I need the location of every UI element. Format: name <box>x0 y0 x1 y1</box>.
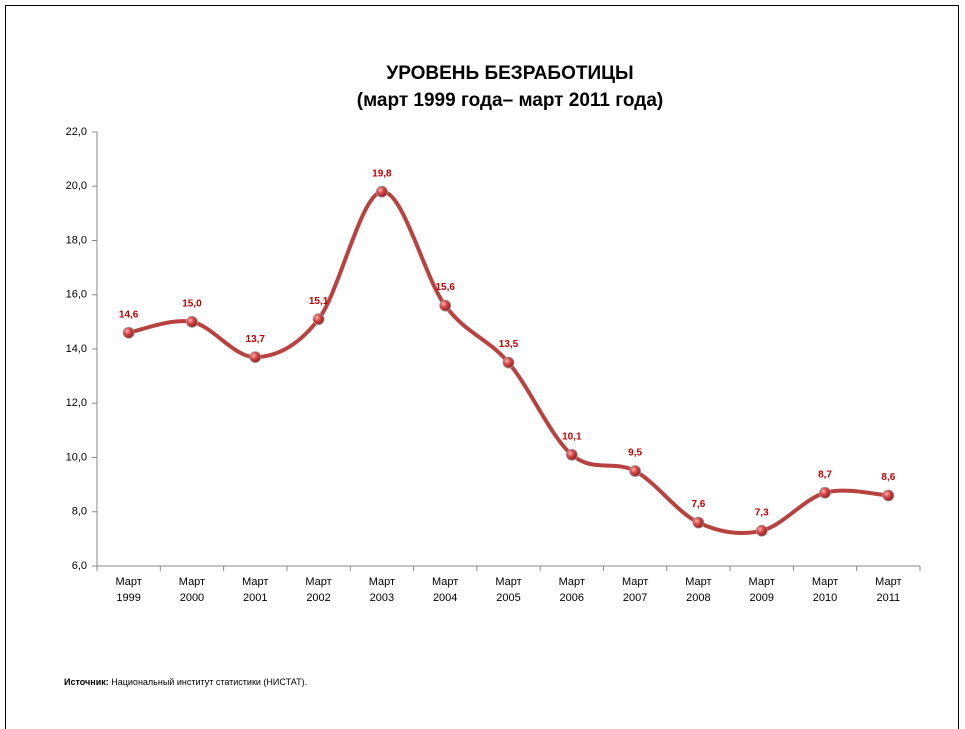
marker <box>755 524 768 537</box>
data-label: 8,6 <box>881 472 895 483</box>
data-label: 13,7 <box>246 334 266 345</box>
x-tick-label: Март 2010 <box>811 576 839 604</box>
data-label: 7,3 <box>755 507 769 518</box>
y-tick-label: 14,0 <box>66 343 87 355</box>
y-tick-label: 12,0 <box>66 397 87 409</box>
data-label: 19,8 <box>372 168 392 179</box>
data-label: 14,6 <box>119 309 139 320</box>
x-tick-label: Март 2008 <box>685 576 712 604</box>
data-label: 15,0 <box>182 299 202 310</box>
marker <box>186 315 198 328</box>
x-tick-label: Март 2003 <box>368 576 396 604</box>
x-tick-label: Март 2007 <box>621 576 649 604</box>
source: Источник: Национальный институт статисти… <box>64 677 307 687</box>
x-tick-label: Март 2005 <box>495 576 522 604</box>
marker <box>692 516 705 529</box>
data-label: 10,1 <box>562 431 582 442</box>
y-tick-label: 16,0 <box>66 289 87 301</box>
x-tick-label: Март 2004 <box>432 576 459 604</box>
marker <box>312 313 325 326</box>
y-tick-label: 8,0 <box>72 506 87 518</box>
x-tick-label: Март 2001 <box>242 576 269 604</box>
source-text: Национальный институт статистики (НИСТАТ… <box>111 677 308 687</box>
marker <box>502 356 515 369</box>
source-label: Источник: <box>64 677 109 687</box>
data-label: 15,1 <box>309 296 329 307</box>
y-tick-label: 20,0 <box>66 180 87 192</box>
data-label: 15,6 <box>435 282 455 293</box>
marker <box>439 299 452 312</box>
data-label: 7,6 <box>691 499 705 510</box>
marker <box>375 185 388 198</box>
marker <box>122 326 135 339</box>
x-tick-label: Март 2006 <box>558 576 585 604</box>
x-tick-label: Март 1999 <box>115 576 142 604</box>
chart-title: УРОВЕНЬ БЕЗРАБОТИЦЫ <box>386 63 633 84</box>
marker <box>565 448 578 461</box>
x-tick-label: Март 2009 <box>748 576 775 604</box>
y-tick-label: 6,0 <box>72 560 87 572</box>
y-tick-label: 18,0 <box>66 234 87 246</box>
marker <box>819 486 831 499</box>
chart-subtitle: (март 1999 года– март 2011 года) <box>357 90 663 111</box>
x-tick-label: Март 2000 <box>178 576 206 604</box>
data-label: 13,5 <box>499 339 519 350</box>
marker <box>882 489 895 502</box>
data-label: 9,5 <box>628 448 642 459</box>
x-tick-label: Март 2002 <box>305 576 332 604</box>
marker <box>249 351 262 364</box>
x-tick-label: Март 2011 <box>875 576 902 604</box>
line <box>128 189 889 536</box>
data-label: 8,7 <box>818 469 832 480</box>
y-tick-label: 10,0 <box>66 451 87 463</box>
y-tick-label: 22,0 <box>66 126 87 138</box>
marker <box>629 465 642 477</box>
frame <box>5 5 959 729</box>
